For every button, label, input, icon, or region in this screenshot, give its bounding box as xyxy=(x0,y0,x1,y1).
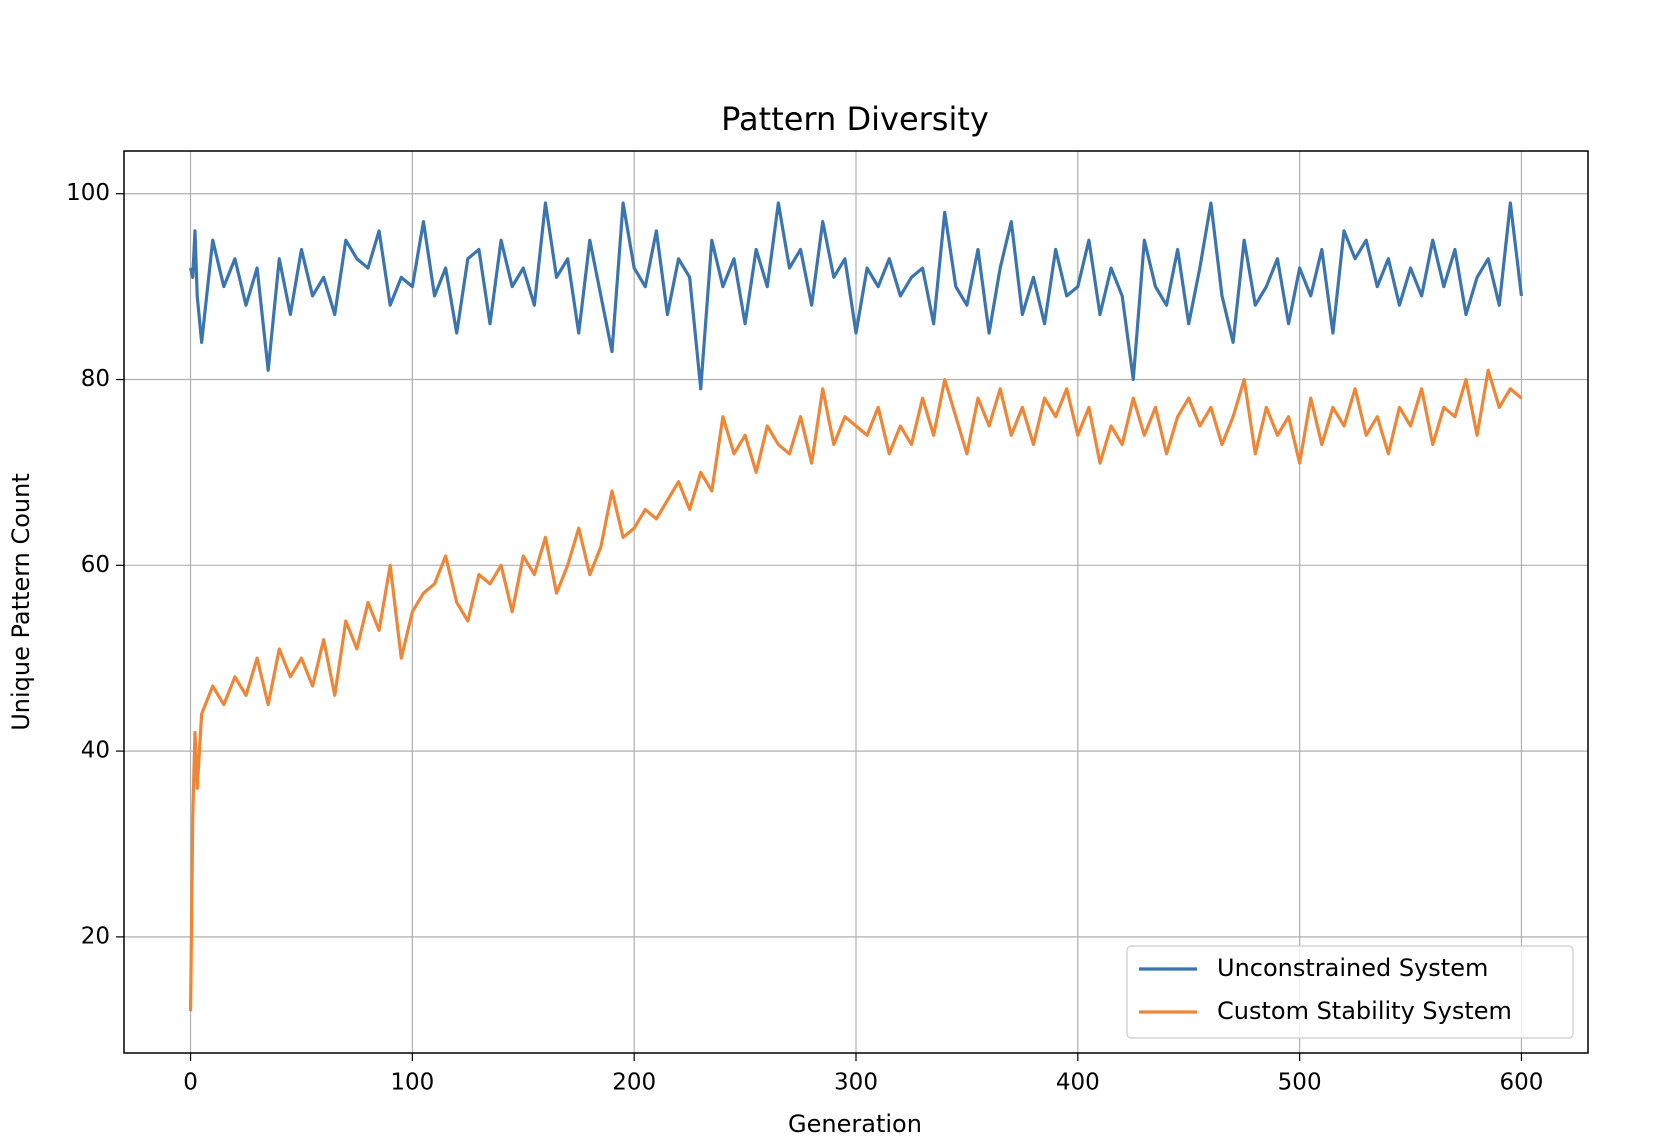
plot-frame xyxy=(123,150,1589,1054)
x-tick-label: 100 xyxy=(390,1070,434,1096)
chart-title: Pattern Diversity xyxy=(721,100,989,138)
data-line xyxy=(188,201,1524,391)
y-tick-label: 80 xyxy=(81,366,110,392)
x-tick-label: 0 xyxy=(183,1070,198,1096)
x-tick-label: 300 xyxy=(834,1070,878,1096)
data-line xyxy=(188,368,1523,1012)
legend-label: Custom Stability System xyxy=(1217,997,1512,1025)
x-tick-label: 600 xyxy=(1500,1070,1544,1096)
y-tick-label: 40 xyxy=(81,738,110,764)
x-tick-label: 400 xyxy=(1056,1070,1100,1096)
y-tick-label: 100 xyxy=(66,180,110,206)
legend-label: Unconstrained System xyxy=(1217,954,1488,982)
x-tick-label: 200 xyxy=(612,1070,656,1096)
x-tick-label: 500 xyxy=(1278,1070,1322,1096)
y-tick-label: 60 xyxy=(81,552,110,578)
x-axis-label: Generation xyxy=(788,1110,922,1138)
legend: Unconstrained System Custom Stability Sys… xyxy=(1126,945,1574,1039)
legend-box xyxy=(1126,945,1574,1039)
y-axis-label: Unique Pattern Count xyxy=(7,473,35,731)
y-tick-label: 20 xyxy=(81,923,110,949)
